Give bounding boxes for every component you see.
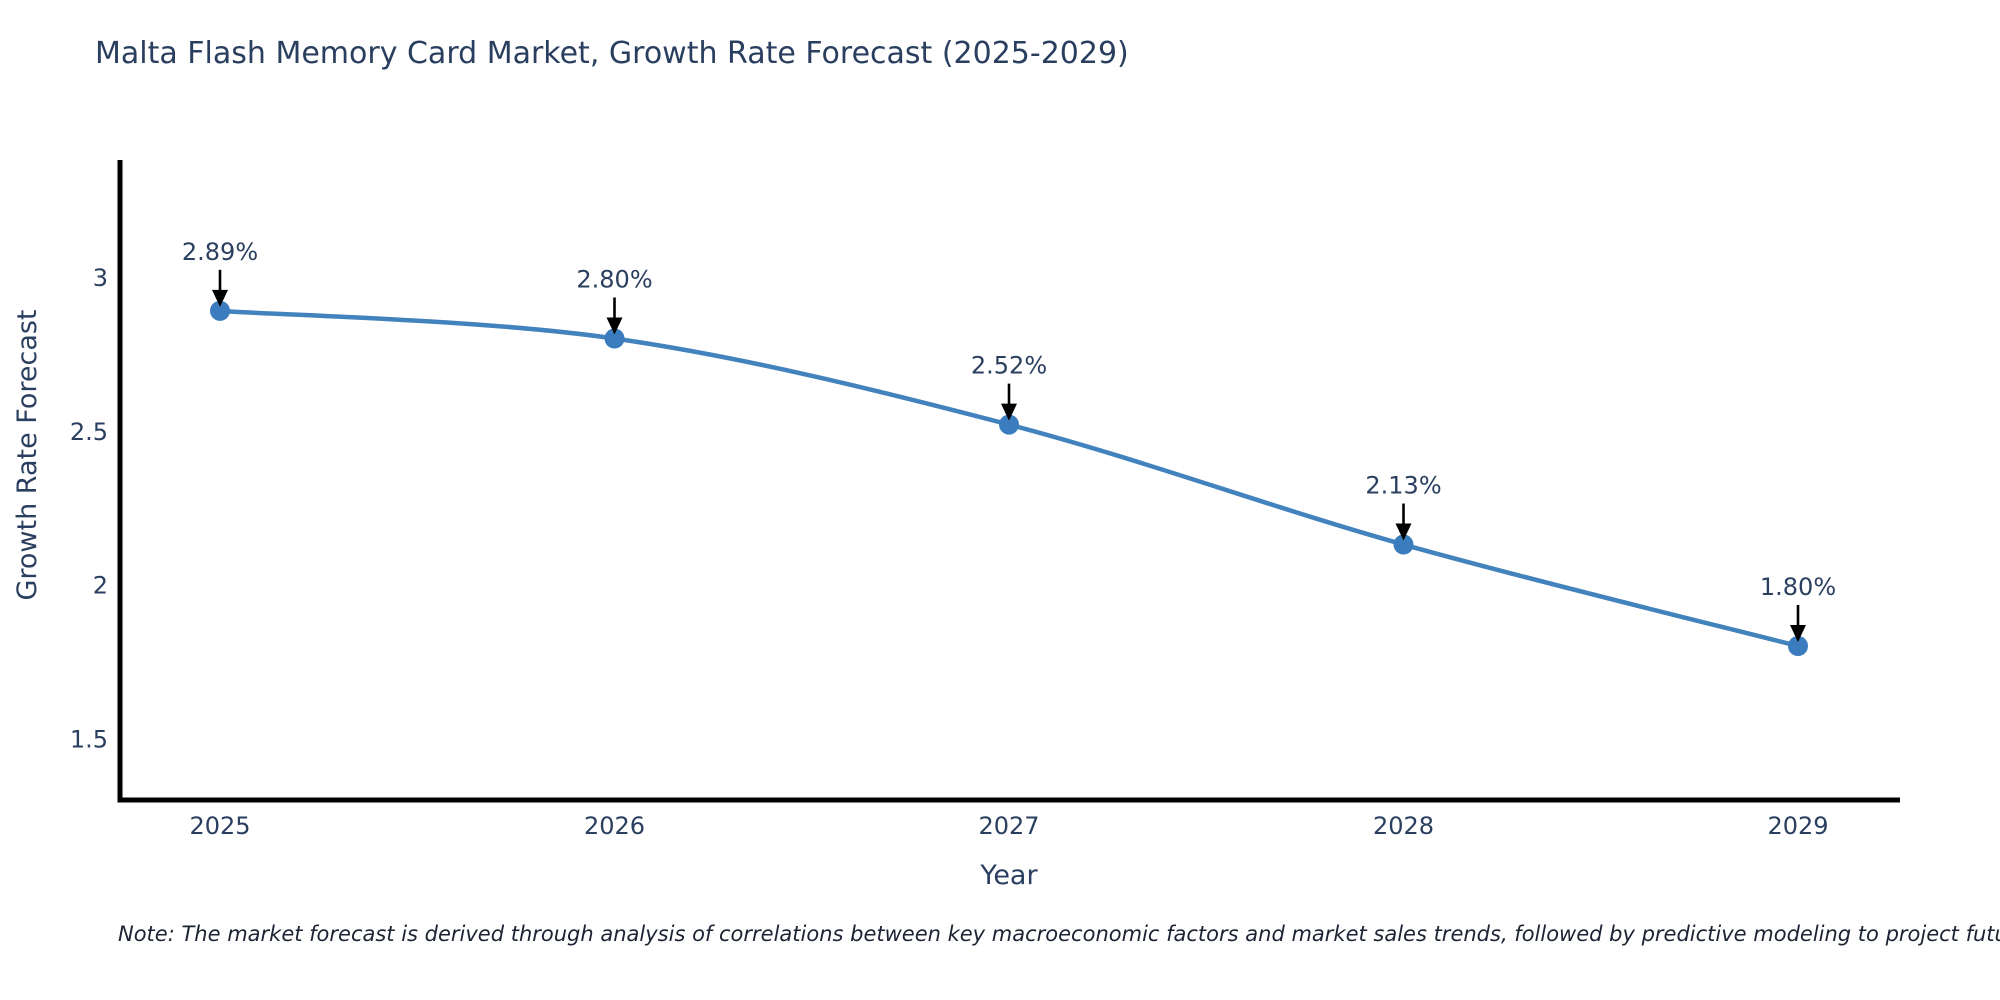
- data-point[interactable]: [1788, 636, 1808, 656]
- annotation-arrowhead-icon: [1790, 625, 1806, 642]
- data-point[interactable]: [604, 328, 625, 349]
- annotation-arrowhead-icon: [606, 317, 623, 335]
- point-value-label: 2.80%: [576, 266, 652, 294]
- point-value-label: 2.89%: [182, 238, 258, 266]
- data-point[interactable]: [999, 414, 1019, 435]
- x-axis-title: Year: [979, 860, 1038, 891]
- annotation-arrowhead-icon: [1001, 403, 1017, 421]
- point-value-label: 2.13%: [1365, 472, 1441, 500]
- footnote: Note: The market forecast is derived thr…: [118, 922, 2000, 946]
- point-value-label: 1.80%: [1760, 573, 1836, 601]
- annotation-arrowhead-icon: [1395, 523, 1412, 541]
- point-value-label: 2.52%: [971, 352, 1047, 380]
- x-tick-label: 2026: [584, 812, 645, 840]
- chart-title: Malta Flash Memory Card Market, Growth R…: [95, 36, 1129, 71]
- y-tick-label: 2.5: [70, 418, 108, 446]
- x-tick-label: 2027: [978, 812, 1039, 840]
- y-tick-label: 1.5: [70, 725, 108, 753]
- data-point[interactable]: [1393, 534, 1414, 555]
- x-tick-label: 2025: [189, 812, 250, 840]
- data-point[interactable]: [210, 300, 230, 321]
- y-axis-title: Growth Rate Forecast: [12, 309, 43, 600]
- x-tick-label: 2029: [1767, 812, 1828, 840]
- y-tick-label: 3: [93, 264, 108, 292]
- x-tick-label: 2028: [1373, 812, 1434, 840]
- y-tick-label: 2: [93, 572, 108, 600]
- annotation-arrowhead-icon: [212, 289, 228, 307]
